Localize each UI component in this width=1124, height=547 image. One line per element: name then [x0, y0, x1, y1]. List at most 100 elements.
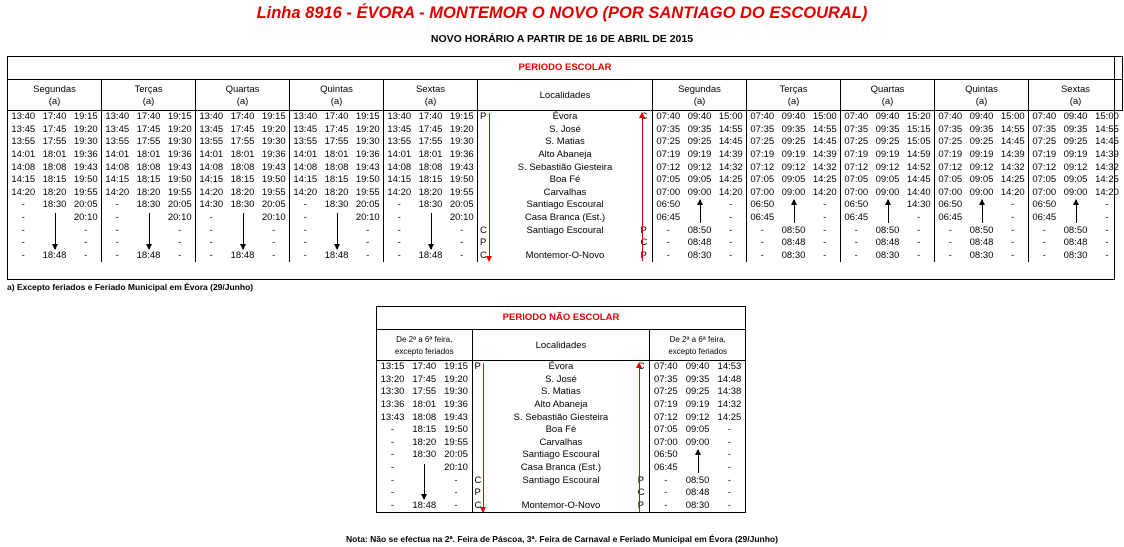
direction-down-arrow-icon	[480, 362, 487, 513]
time-cell: 09:05	[781, 174, 806, 186]
time-cell: 14:15	[383, 173, 415, 187]
localidades-header: Localidades	[471, 329, 651, 361]
time-cell: 14:08	[383, 161, 415, 174]
stop-name: S. José	[545, 373, 577, 385]
down-arrow-icon	[51, 212, 58, 250]
time-cell: 09:40	[777, 109, 810, 124]
time-cell: -	[746, 236, 778, 250]
timetable-row: 13:30 17:55 19:30 S. Matias 07:25 09:25 14:38	[376, 386, 746, 399]
time-cell: 09:25	[687, 136, 712, 148]
timetable-row: 14:01 18:01 19:36 14:01 18:01 19:36 14:01 18:01…	[7, 148, 1123, 162]
time-cell: -	[376, 449, 408, 462]
time-cell: 17:45	[412, 373, 437, 385]
time-cell: 13:55	[101, 136, 133, 149]
direction-code-right: P	[640, 224, 647, 236]
time-cell: 14:08	[289, 161, 321, 174]
time-cell: -	[713, 461, 746, 475]
time-cell: -	[454, 474, 458, 486]
time-cell: -	[1011, 224, 1015, 236]
time-cell: 07:12	[649, 411, 682, 424]
time-cell: 07:19	[652, 148, 684, 162]
time-cell: 08:50	[687, 224, 712, 236]
time-cell: 18:15	[418, 174, 443, 186]
timetable-row: -18:48- -18:48- -18:48- -18:48- -18:48- C Mont…	[7, 249, 1123, 263]
time-cell: 14:45	[906, 174, 931, 186]
time-cell: 09:05	[687, 174, 712, 186]
time-cell: 20:05	[355, 199, 380, 211]
direction-code-left	[471, 373, 487, 387]
time-cell: 14:55	[1095, 123, 1119, 135]
time-cell: 14:20	[1095, 186, 1119, 198]
time-cell: 18:01	[418, 149, 443, 161]
time-cell: 14:25	[1000, 174, 1025, 186]
time-cell: 09:00	[687, 186, 712, 198]
time-cell: 18:30	[42, 199, 67, 211]
direction-code-right: C	[637, 487, 645, 499]
time-cell: 13:45	[289, 123, 321, 137]
up-arrow-icon	[694, 449, 701, 474]
up-arrow-icon	[790, 199, 797, 224]
time-cell: 07:19	[649, 398, 682, 412]
time-cell: -	[823, 237, 827, 249]
time-cell: -	[195, 236, 227, 250]
time-cell: 06:50	[840, 199, 872, 212]
timetable-row: 14:20 18:20 19:55 14:20 18:20 19:55 14:20 18:20…	[7, 186, 1123, 200]
time-cell: -	[7, 211, 39, 225]
time-cell: 17:45	[418, 123, 443, 135]
time-cell: 07:00	[652, 186, 684, 200]
time-cell: 19:43	[449, 161, 474, 173]
time-cell: 20:10	[167, 212, 192, 224]
direction-code-left	[471, 423, 487, 437]
time-cell: 19:20	[449, 123, 474, 135]
stop-name: Montemor-O-Novo	[525, 249, 605, 261]
time-cell: 14:30	[906, 199, 931, 211]
time-cell: 19:15	[446, 109, 478, 124]
time-cell: 18:30	[418, 199, 443, 211]
time-cell: -	[917, 237, 921, 249]
time-cell: -	[649, 474, 682, 487]
time-cell: 06:45	[934, 211, 966, 225]
time-cell: 08:48	[781, 237, 806, 249]
direction-code-left	[477, 173, 492, 187]
time-cell: -	[746, 249, 778, 263]
time-cell: 09:05	[685, 424, 710, 436]
day-header-out-segundas: Segundas (a)	[7, 79, 102, 111]
stop-name: Santiago Escoural	[526, 199, 604, 211]
time-cell: -	[366, 237, 370, 249]
time-cell: 18:01	[230, 149, 255, 161]
time-cell: 14:32	[1095, 161, 1119, 173]
time-cell: 07:40	[652, 109, 684, 124]
time-cell: -	[460, 249, 464, 261]
direction-code-left	[471, 411, 487, 424]
time-cell: -	[84, 249, 88, 261]
time-cell: -	[840, 224, 872, 237]
time-cell: 09:00	[875, 186, 900, 198]
timetable-row: -18:30 20:05-18:30 20:05 14:30 18:30 20:05-18…	[7, 199, 1123, 212]
time-cell: 13:40	[195, 109, 227, 124]
time-cell: -	[195, 211, 227, 225]
time-cell: 09:19	[687, 149, 712, 161]
time-cell: 13:45	[383, 123, 415, 137]
stop-name: S. José	[549, 123, 581, 135]
time-cell: 07:35	[934, 123, 966, 137]
time-cell: 19:50	[73, 174, 98, 186]
time-cell: -	[178, 249, 182, 261]
day-note: (a)	[236, 95, 249, 107]
timetable-row: 13:55 17:55 19:30 13:55 17:55 19:30 13:55 17:55…	[7, 136, 1123, 149]
time-cell: 09:35	[685, 373, 710, 385]
stop-name: Montemor-O-Novo	[521, 499, 601, 511]
direction-code-left	[477, 161, 492, 174]
time-cell: 09:05	[875, 174, 900, 186]
time-cell: 18:15	[42, 174, 67, 186]
time-cell: 13:36	[376, 398, 408, 412]
time-cell: -	[1105, 199, 1109, 211]
time-cell: 07:00	[840, 186, 872, 200]
time-cell: 07:05	[934, 173, 966, 187]
time-cell: 09:19	[969, 149, 994, 161]
days-label-exception: excepto feriados	[668, 346, 728, 356]
time-cell: 19:30	[261, 136, 286, 148]
time-cell: -	[460, 237, 464, 249]
time-cell: 06:45	[1028, 211, 1060, 225]
stop-name: Santiago Escoural	[522, 474, 600, 486]
band-periodo-escolar: PERIODO ESCOLAR	[7, 56, 1123, 80]
